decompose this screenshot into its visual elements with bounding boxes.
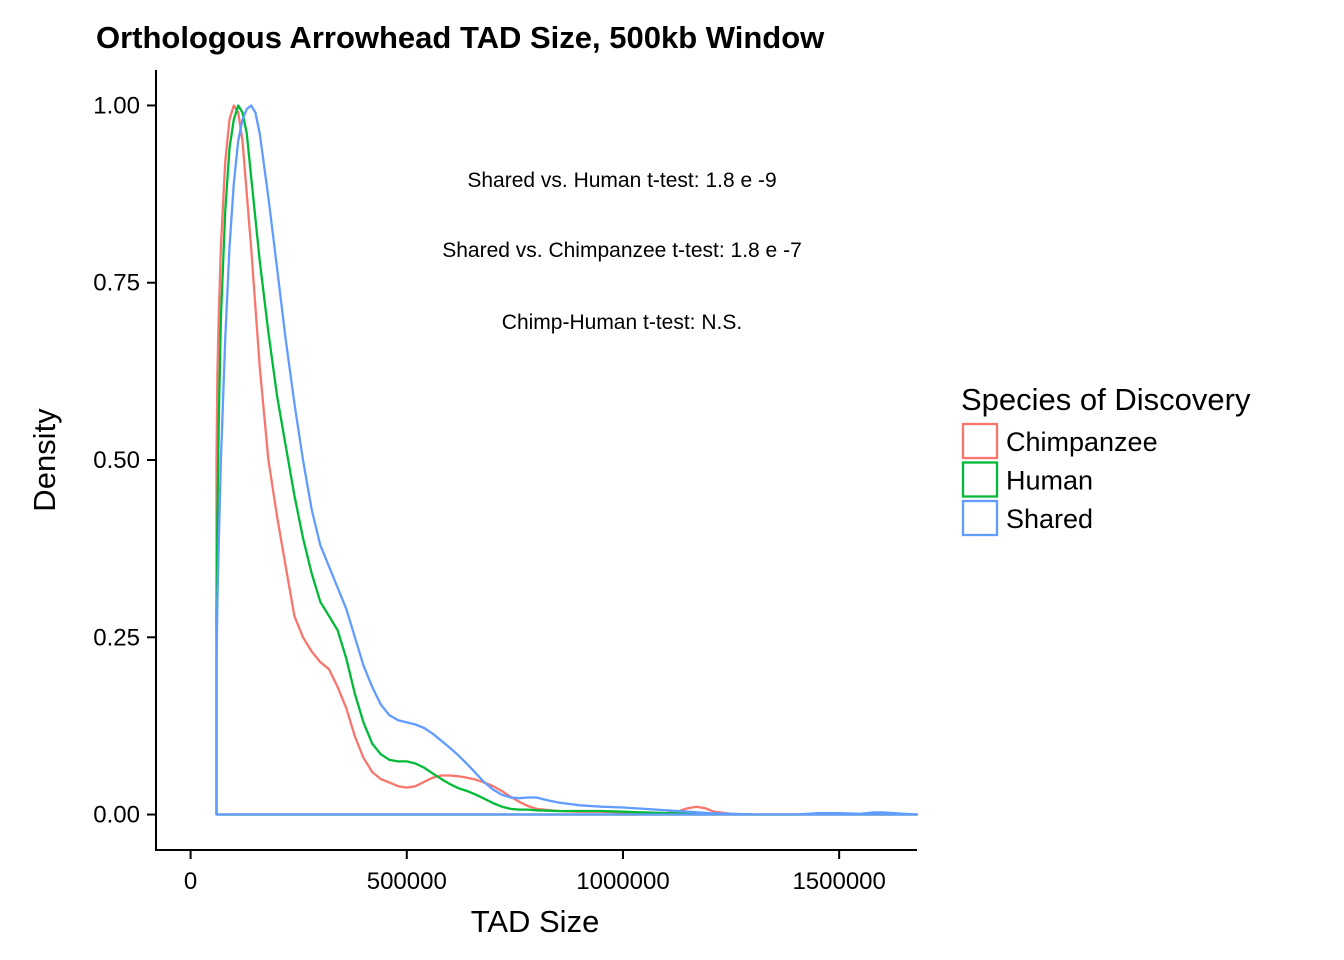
legend-key-chimpanzee [961, 422, 999, 460]
legend-title: Species of Discovery [961, 382, 1251, 417]
x-axis-ticks: 0 500000 1000000 1500000 [184, 850, 886, 895]
legend-key-human [961, 461, 999, 498]
series-line-shared [215, 104, 919, 816]
x-tick-label: 1000000 [576, 868, 669, 895]
legend-label-chimpanzee: Chimpanzee [1006, 427, 1158, 457]
legend-key-shared [961, 499, 999, 537]
series-line-human [215, 104, 919, 816]
legend: Species of Discovery Chimpanzee Human Shar… [961, 382, 1251, 537]
legend-items: Chimpanzee Human Shared [961, 422, 1158, 537]
x-tick-label: 500000 [367, 868, 447, 895]
x-axis-title: TAD Size [471, 904, 600, 939]
plot-area [215, 104, 919, 816]
x-tick-label: 0 [184, 868, 197, 895]
chart-title: Orthologous Arrowhead TAD Size, 500kb Wi… [96, 20, 825, 55]
annotation-shared-vs-human: Shared vs. Human t-test: 1.8 e -9 [467, 169, 776, 192]
y-axis-title: Density [27, 408, 62, 512]
annotations: Shared vs. Human t-test: 1.8 e -9 Shared… [442, 169, 802, 334]
x-tick-label: 1500000 [792, 868, 885, 895]
legend-label-shared: Shared [1006, 504, 1093, 534]
annotation-chimp-vs-human: Chimp-Human t-test: N.S. [502, 311, 742, 334]
y-tick-label: 1.00 [93, 92, 140, 119]
y-tick-label: 0.25 [93, 624, 140, 651]
series-line-chimpanzee [215, 104, 919, 816]
y-tick-label: 0.50 [93, 447, 140, 474]
annotation-shared-vs-chimpanzee: Shared vs. Chimpanzee t-test: 1.8 e -7 [442, 239, 802, 262]
y-tick-label: 0.75 [93, 270, 140, 297]
y-tick-label: 0.00 [93, 802, 140, 829]
legend-label-human: Human [1006, 466, 1093, 496]
y-axis-ticks: 0.00 0.25 0.50 0.75 1.00 [93, 92, 156, 829]
